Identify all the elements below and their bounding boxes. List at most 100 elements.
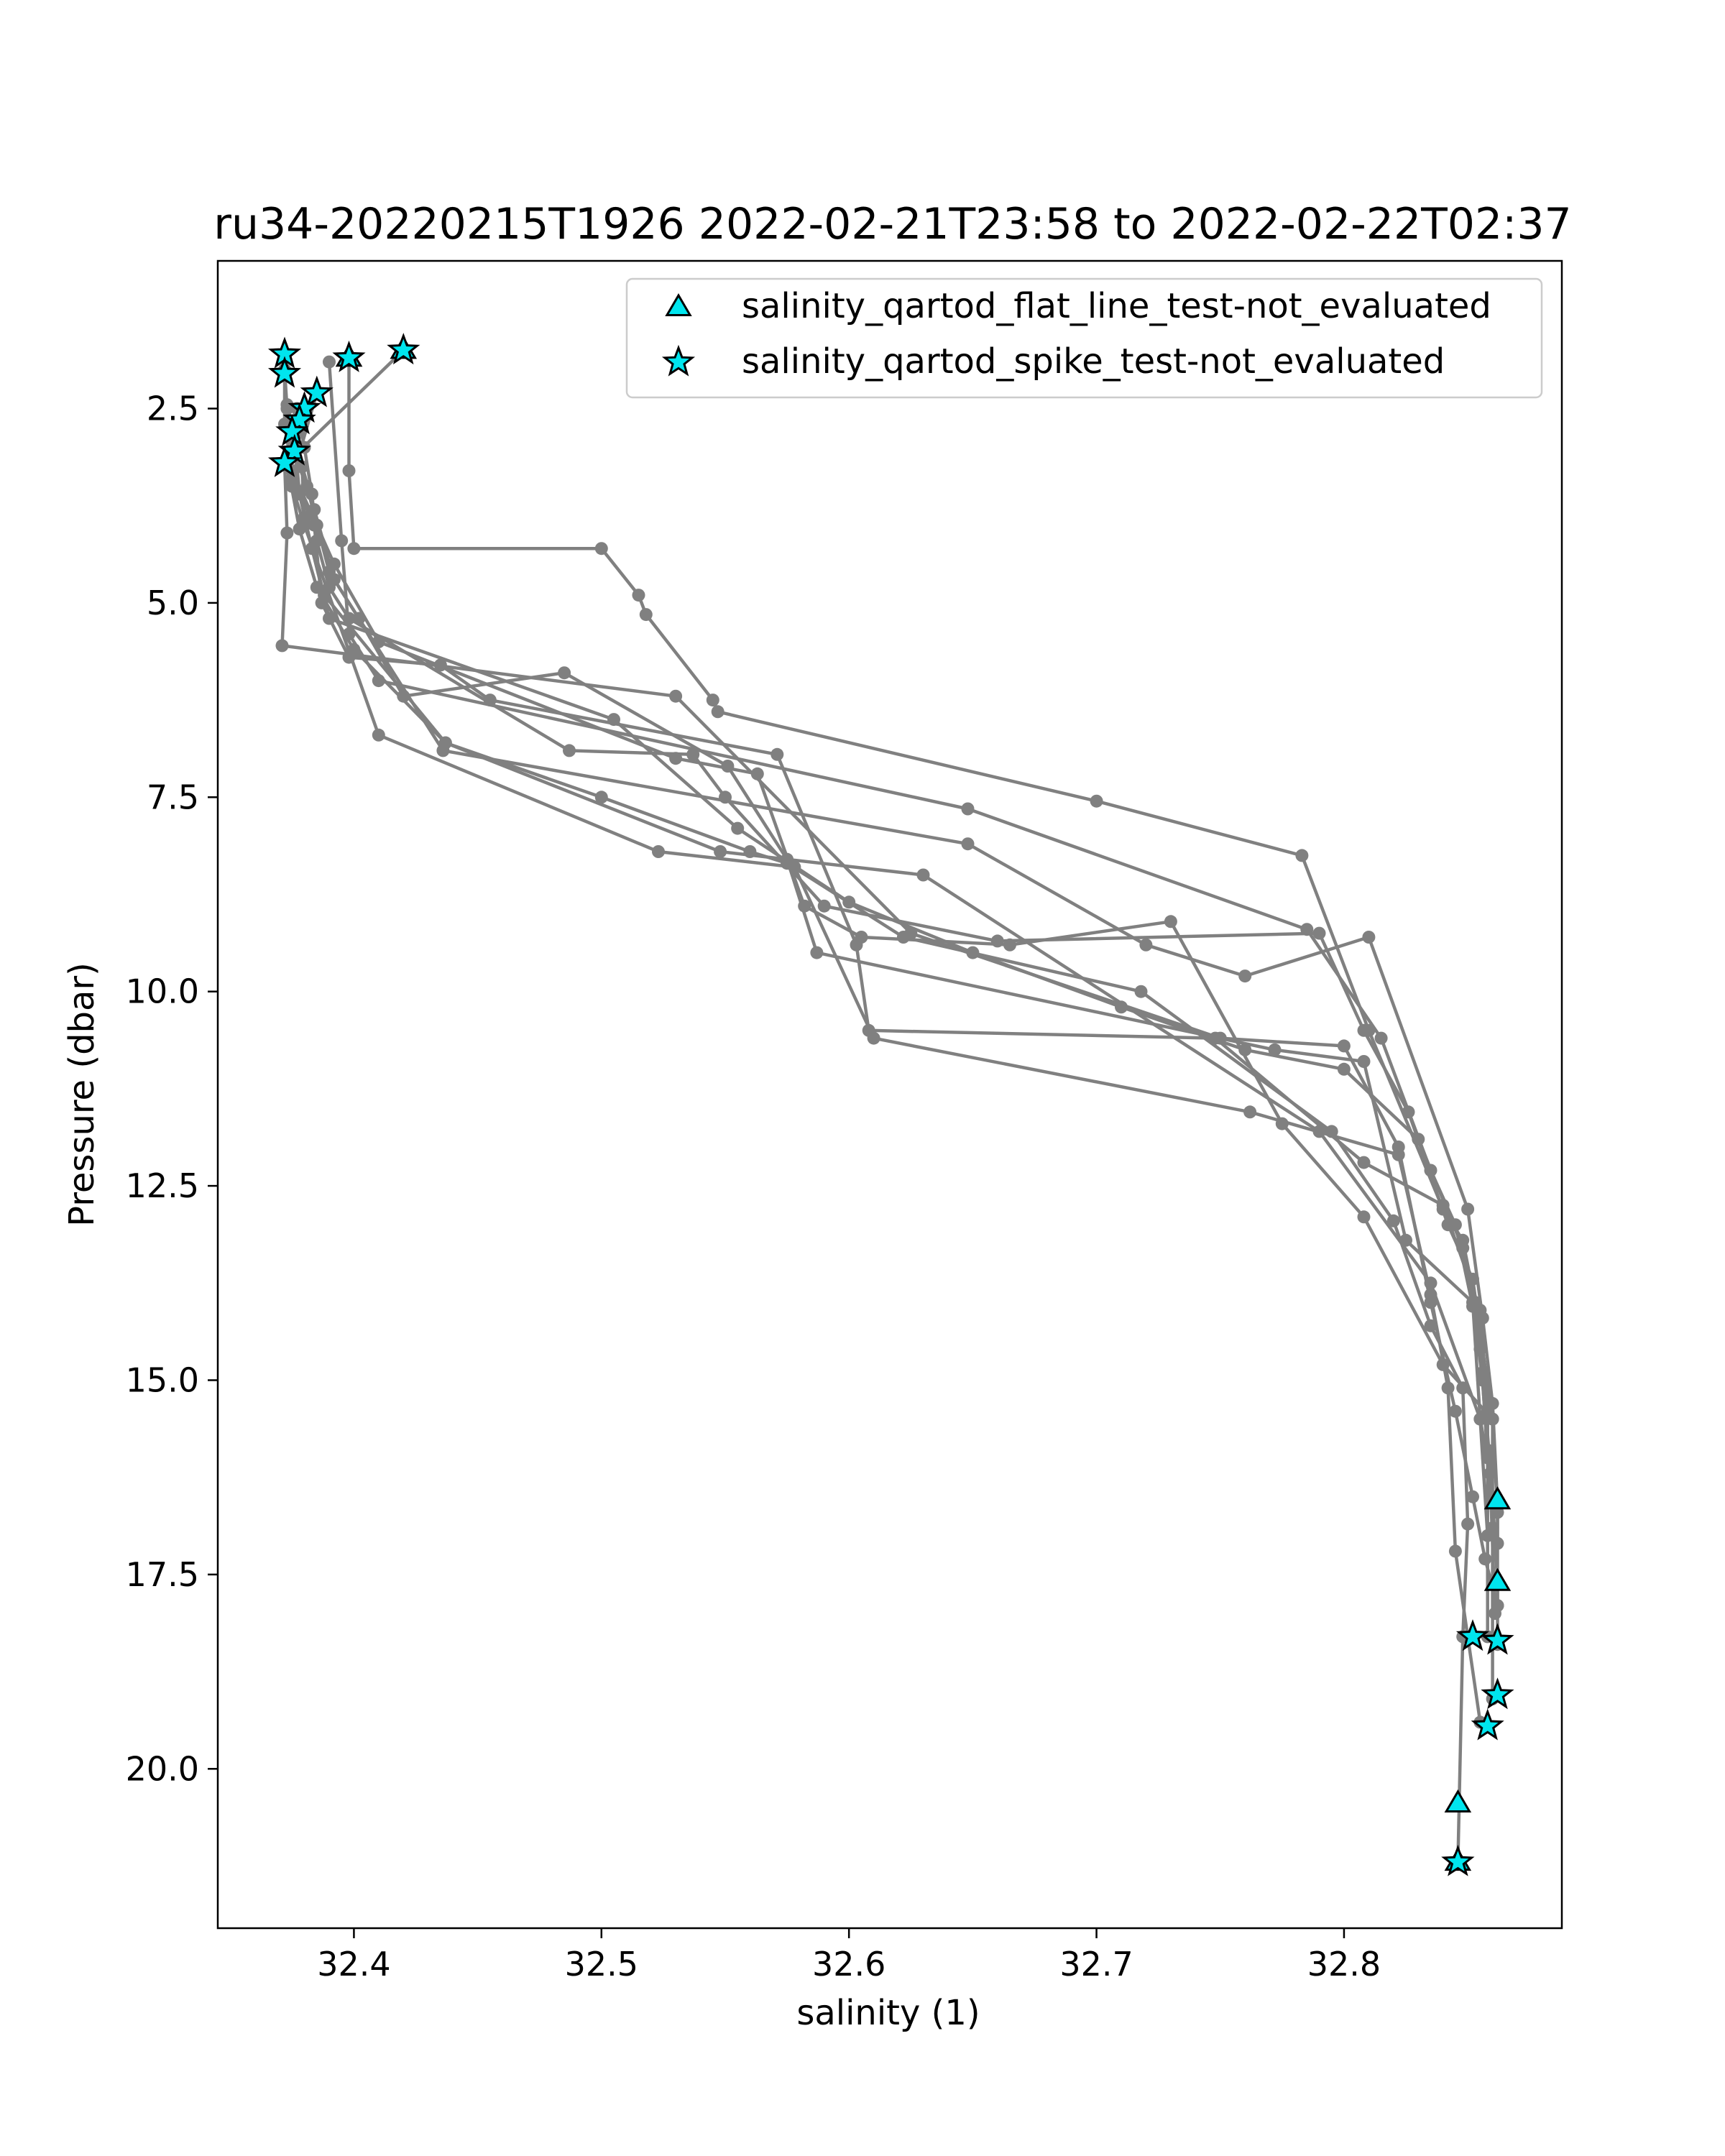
y-tick-label: 15.0 <box>126 1360 199 1399</box>
legend-box <box>625 277 1543 399</box>
profile-point <box>1491 1599 1504 1613</box>
flag-markers-layer <box>267 333 1514 1876</box>
x-tick-label: 32.4 <box>317 1945 390 1984</box>
profile-point <box>862 1023 875 1037</box>
profile-point <box>436 744 450 757</box>
profile-point <box>607 713 620 727</box>
spike-flag-marker <box>1481 1623 1514 1655</box>
profile-point <box>1134 985 1148 998</box>
profile-point <box>1436 1358 1450 1371</box>
y-tick-label: 12.5 <box>126 1166 199 1205</box>
legend-label-spike: salinity_qartod_spike_test-not_evaluated <box>742 341 1445 382</box>
spike-flag-marker <box>1441 1844 1475 1876</box>
legend-star-icon <box>661 344 696 377</box>
profile-point <box>1357 1055 1371 1068</box>
profile-point <box>632 589 645 602</box>
profile-point <box>1476 1312 1489 1325</box>
profile-point <box>1243 1105 1257 1119</box>
profile-line <box>295 415 1499 1544</box>
profile-point <box>916 868 930 882</box>
spike-flag-marker <box>1471 1708 1504 1741</box>
x-tick-label: 32.7 <box>1059 1945 1133 1984</box>
profile-point <box>750 767 764 780</box>
profile-point <box>1424 1296 1438 1309</box>
x-tick-label: 32.6 <box>812 1945 886 1984</box>
profile-point <box>1461 1202 1475 1216</box>
profile-point <box>1312 926 1326 940</box>
profile-point <box>1456 1241 1470 1255</box>
y-tick-label: 10.0 <box>126 972 199 1011</box>
spike-flag-marker <box>300 375 334 407</box>
profile-point <box>652 845 665 858</box>
profile-point <box>1473 1342 1487 1356</box>
spike-flag-marker <box>387 333 420 365</box>
profile-point <box>1357 1023 1371 1037</box>
profile-point <box>558 666 571 680</box>
y-tick-label: 5.0 <box>147 584 199 622</box>
profile-point <box>1491 1537 1504 1550</box>
profile-point <box>1003 938 1016 952</box>
x-axis-label: salinity (1) <box>796 1993 980 2033</box>
profile-point <box>1466 1490 1479 1503</box>
profile-point <box>323 612 336 625</box>
profile-point <box>731 821 745 835</box>
profile-point <box>275 639 289 653</box>
spike-flag-marker <box>1455 1619 1490 1651</box>
flat-line-flag-marker <box>1484 1486 1512 1510</box>
profile-point <box>1238 969 1252 983</box>
profile-point <box>295 460 309 474</box>
profile-line <box>285 404 1494 1529</box>
legend-label-flat-line: salinity_qartod_flat_line_test-not_evalu… <box>742 286 1491 326</box>
chart-title: ru34-20220215T1926 2022-02-21T23:58 to 2… <box>213 199 1571 249</box>
profile-point <box>323 355 336 369</box>
profile-point <box>1362 931 1376 944</box>
profile-point <box>563 744 576 757</box>
profile-point <box>1486 1396 1499 1410</box>
profile-point <box>1139 938 1153 952</box>
profile-point <box>1486 1521 1499 1534</box>
profile-point <box>1275 1117 1289 1130</box>
profile-point <box>798 899 811 913</box>
profile-point <box>372 728 385 742</box>
profile-point <box>1090 794 1103 808</box>
profile-8 <box>275 456 1504 1613</box>
profile-point <box>810 946 824 959</box>
profile-point <box>327 573 341 586</box>
profile-point <box>1448 1544 1462 1558</box>
profile-point <box>1337 1039 1351 1053</box>
profile-point <box>1448 1404 1462 1418</box>
plot-frame <box>216 259 1563 1930</box>
y-axis-label: Pressure (dbar) <box>62 962 102 1227</box>
flat-line-flag-marker <box>1444 1789 1472 1812</box>
profile-point <box>1312 1125 1326 1138</box>
profile-point <box>1295 849 1309 862</box>
profile-line <box>282 369 1499 1606</box>
profile-point <box>770 747 784 761</box>
profile-point <box>1374 1031 1388 1045</box>
x-tick-label: 32.5 <box>565 1945 638 1984</box>
profile-point <box>1386 1214 1400 1227</box>
profile-point <box>594 542 608 556</box>
y-tick-label: 20.0 <box>126 1749 199 1788</box>
profile-point <box>1412 1133 1425 1146</box>
profile-point <box>1164 915 1177 929</box>
profile-point <box>335 534 349 548</box>
profile-point <box>342 627 356 641</box>
profile-point <box>711 705 724 719</box>
profile-point <box>280 526 294 540</box>
profile-point <box>308 503 321 517</box>
profile-point <box>372 674 385 688</box>
y-axis-ticks: 2.5 5.0 7.5 10.0 12.5 15.0 17.5 20.0 <box>126 390 218 1788</box>
profile-point <box>342 464 356 477</box>
profile-point <box>961 802 975 816</box>
profile-point <box>1268 1043 1282 1056</box>
profile-point <box>706 694 719 707</box>
profile-point <box>966 946 980 959</box>
profile-point <box>1337 1062 1351 1076</box>
spike-flag-marker <box>332 340 366 372</box>
profile-point <box>1481 1443 1494 1457</box>
profile-point <box>639 608 653 622</box>
profile-point <box>1461 1517 1475 1531</box>
profile-point <box>961 837 975 851</box>
